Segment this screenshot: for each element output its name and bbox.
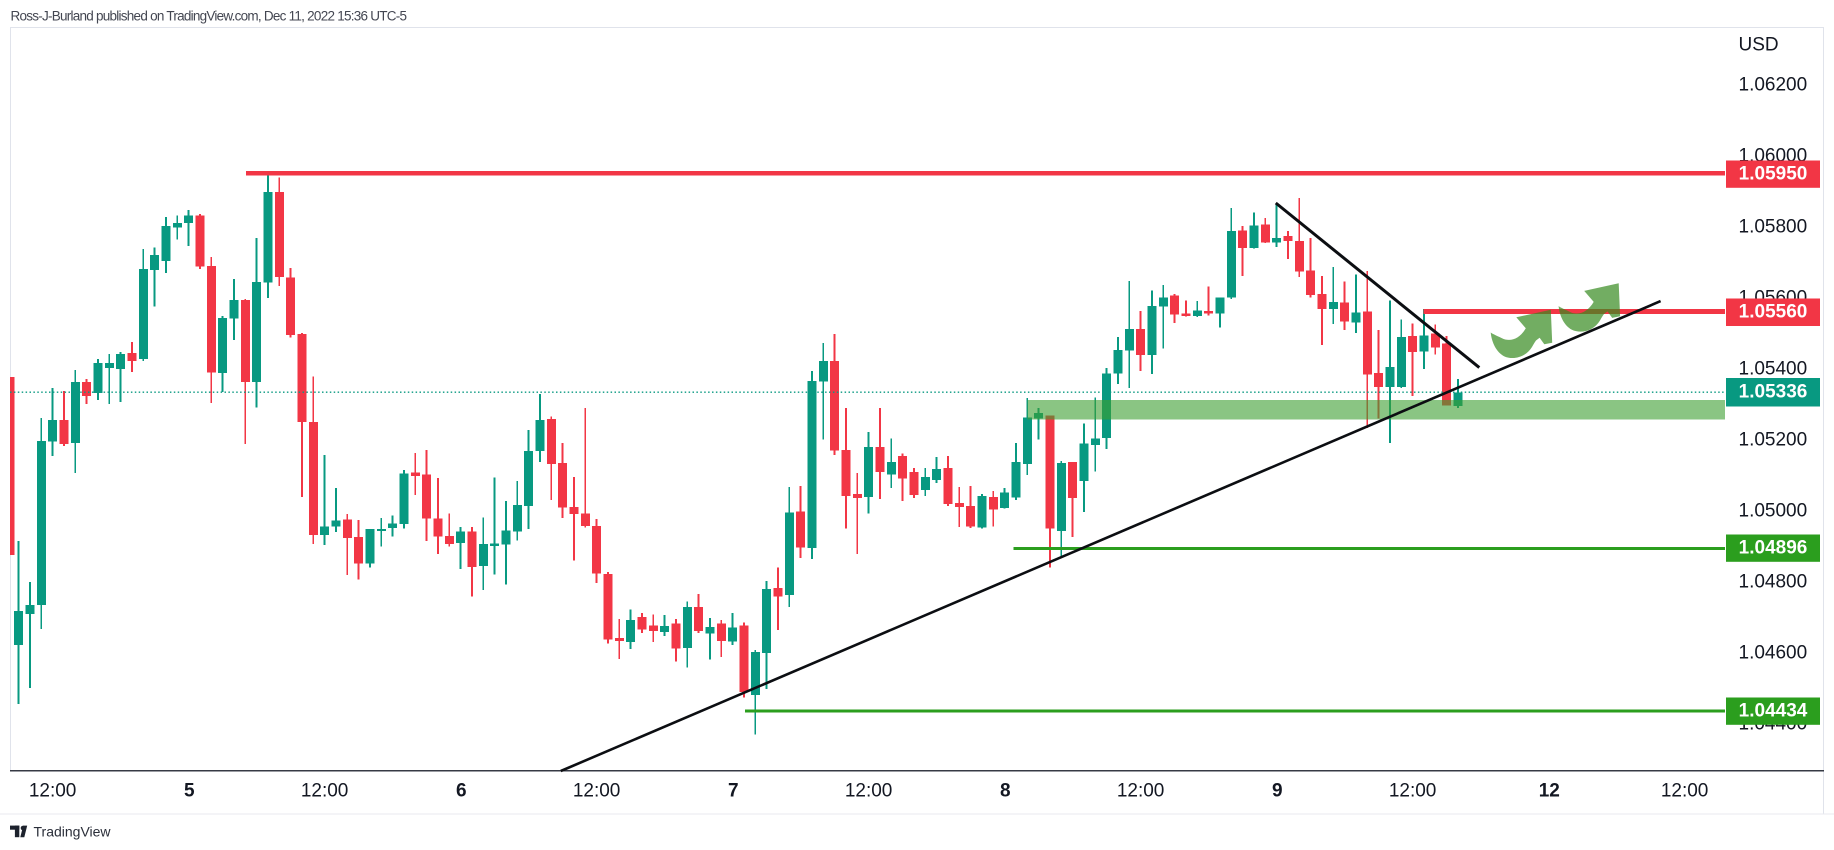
svg-text:12:00: 12:00 [301, 781, 349, 802]
svg-text:1.05950: 1.05950 [1739, 164, 1808, 185]
svg-text:12:00: 12:00 [573, 781, 621, 802]
svg-text:Ross-J-Burland published on Tr: Ross-J-Burland published on TradingView.… [11, 8, 407, 23]
svg-text:5: 5 [184, 781, 195, 802]
svg-text:USD: USD [1739, 35, 1779, 56]
svg-text:8: 8 [1000, 781, 1011, 802]
svg-text:1.05560: 1.05560 [1739, 302, 1808, 323]
svg-text:12:00: 12:00 [1389, 781, 1437, 802]
svg-text:1.06200: 1.06200 [1739, 75, 1808, 96]
svg-text:1.04600: 1.04600 [1739, 643, 1808, 664]
svg-text:TradingView: TradingView [34, 824, 112, 840]
svg-text:12:00: 12:00 [29, 781, 77, 802]
svg-text:1.05336: 1.05336 [1739, 382, 1808, 403]
svg-text:7: 7 [728, 781, 739, 802]
svg-text:1.05200: 1.05200 [1739, 430, 1808, 451]
svg-text:12:00: 12:00 [1661, 781, 1709, 802]
svg-text:1.04896: 1.04896 [1739, 538, 1808, 559]
svg-text:12: 12 [1539, 781, 1560, 802]
svg-text:1.04434: 1.04434 [1739, 701, 1808, 722]
svg-text:9: 9 [1272, 781, 1283, 802]
svg-text:12:00: 12:00 [1117, 781, 1165, 802]
svg-text:1.05000: 1.05000 [1739, 501, 1808, 522]
svg-text:1.04800: 1.04800 [1739, 572, 1808, 593]
svg-text:6: 6 [456, 781, 467, 802]
svg-text:1.05800: 1.05800 [1739, 217, 1808, 238]
svg-text:12:00: 12:00 [845, 781, 893, 802]
svg-text:1.05400: 1.05400 [1739, 359, 1808, 380]
